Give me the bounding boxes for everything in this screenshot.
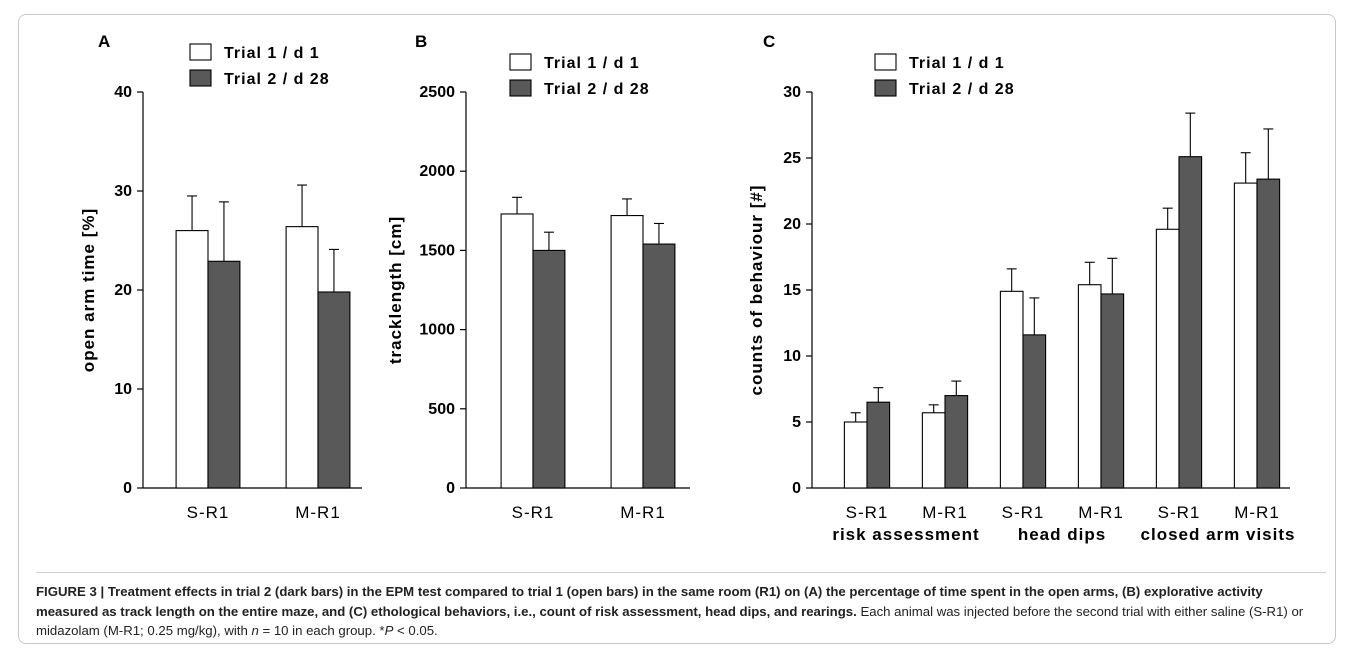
panel-b-y-tick-label: 1500 — [419, 242, 455, 259]
panel-b-label: B — [415, 32, 427, 51]
panel-c-bar-trial2 — [1256, 178, 1281, 489]
panel-b-legend-label: Trial 1 / d 1 — [544, 55, 640, 72]
panel-c-category-label: M-R1 — [1234, 503, 1280, 522]
panel-b-y-tick-label: 1000 — [419, 322, 455, 339]
panel-a-y-tick-label: 30 — [114, 183, 132, 200]
panel-c-y-tick-label: 20 — [783, 216, 801, 233]
panel-c-category-label: S-R1 — [1002, 503, 1045, 522]
panel-a-y-tick-label: 10 — [114, 381, 132, 398]
panel-a-legend-swatch — [189, 43, 212, 61]
panel-c-legend-swatch — [874, 79, 897, 97]
panel-c-bar-trial1 — [843, 421, 868, 489]
panel-c-y-tick-label: 15 — [783, 282, 801, 299]
panel-a-bar-trial1 — [175, 230, 209, 489]
panel-b-y-tick-label: 2000 — [419, 163, 455, 180]
panel-c-bar-trial1 — [921, 412, 946, 489]
panel-c-y-tick-label: 10 — [783, 348, 801, 365]
panel-a-bar-trial1 — [285, 226, 319, 489]
panel-a-bar-trial2 — [317, 291, 351, 489]
panel-c-bar-trial1 — [1155, 228, 1180, 489]
panel-b-y-tick-label: 2500 — [419, 84, 455, 101]
panel-b-category-label: M-R1 — [620, 503, 666, 522]
panel-c-bar-trial2 — [1022, 334, 1047, 489]
panel-c-group-label: head dips — [1018, 525, 1106, 544]
panel-b-bar-trial2 — [642, 243, 676, 489]
panel-c-group-label: risk assessment — [832, 525, 979, 544]
panel-b-y-axis-label: tracklength [cm] — [386, 216, 405, 364]
panel-a-label: A — [98, 32, 110, 51]
panel-a-y-axis-label: open arm time [%] — [79, 208, 98, 372]
panel-c-category-label: S-R1 — [846, 503, 889, 522]
panel-c-bar-trial1 — [1233, 182, 1258, 489]
panel-b-legend-swatch — [509, 79, 532, 97]
panel-a-category-label: S-R1 — [187, 503, 230, 522]
panel-a-legend-label: Trial 2 / d 28 — [224, 71, 330, 88]
panel-c-y-tick-label: 5 — [792, 414, 801, 431]
panel-c-bar-trial2 — [944, 395, 969, 489]
panel-c-y-tick-label: 0 — [792, 480, 801, 497]
panel-b-bar-trial2 — [532, 249, 566, 489]
panel-c-category-label: S-R1 — [1158, 503, 1201, 522]
panel-c-y-tick-label: 30 — [783, 84, 801, 101]
panel-c-legend-label: Trial 2 / d 28 — [909, 81, 1015, 98]
panel-a-y-tick-label: 0 — [123, 480, 132, 497]
panel-c-legend-label: Trial 1 / d 1 — [909, 55, 1005, 72]
panel-c-legend-swatch — [874, 53, 897, 71]
caption-p: P — [384, 623, 394, 638]
panel-b-category-label: S-R1 — [512, 503, 555, 522]
panel-b-legend-swatch — [509, 53, 532, 71]
panel-a-category-label: M-R1 — [295, 503, 341, 522]
panel-a-y-tick-label: 40 — [114, 84, 132, 101]
panel-b-legend-label: Trial 2 / d 28 — [544, 81, 650, 98]
panel-a-legend-swatch — [189, 69, 212, 87]
panel-c-bar-trial2 — [1100, 293, 1125, 489]
caption-lead: FIGURE 3 | Treatment effects in trial 2 … — [36, 584, 1263, 619]
caption-part-2: = 10 in each group. * — [258, 623, 385, 638]
panel-c-category-label: M-R1 — [922, 503, 968, 522]
panel-a-legend-label: Trial 1 / d 1 — [224, 45, 320, 62]
panel-c-bar-trial2 — [1178, 156, 1203, 489]
figure-panels: A 0 10 20 30 40 open arm time [%] S-R1 M-R1 Trial… — [79, 32, 1296, 544]
panel-c-group-label: closed arm visits — [1141, 525, 1296, 544]
panel-c-y-axis-label: counts of behaviour [#] — [747, 185, 766, 396]
panel-c-bar-trial2 — [866, 401, 891, 489]
panel-b-bar-trial1 — [610, 215, 644, 489]
panel-c-label: C — [763, 32, 775, 51]
panel-c-bar-trial1 — [999, 290, 1024, 489]
panel-c-bar-trial1 — [1077, 284, 1102, 489]
figure-caption: FIGURE 3 | Treatment effects in trial 2 … — [36, 572, 1326, 641]
panel-b-y-tick-label: 0 — [446, 480, 455, 497]
caption-n: n — [251, 623, 259, 638]
panel-b-y-tick-label: 500 — [428, 401, 455, 418]
caption-part-1: Each animal was injected before the seco… — [36, 603, 1304, 639]
panel-b-bar-trial1 — [500, 213, 534, 489]
panel-a-y-tick-label: 20 — [114, 282, 132, 299]
panel-c-category-label: M-R1 — [1078, 503, 1124, 522]
caption-divider — [36, 572, 1326, 573]
panel-c-y-tick-label: 25 — [783, 150, 801, 167]
panel-a-bar-trial2 — [207, 260, 241, 489]
caption-part-3: < 0.05. — [393, 623, 438, 638]
